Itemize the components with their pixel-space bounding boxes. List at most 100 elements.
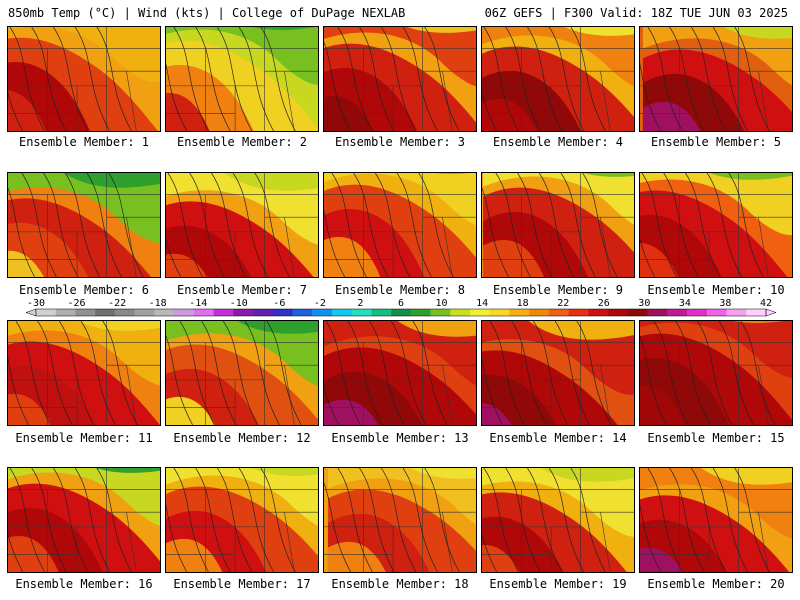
temperature-field	[8, 468, 160, 572]
wind-streamline	[734, 27, 770, 131]
wind-streamline	[691, 27, 727, 131]
ensemble-member-label: Ensemble Member: 17	[173, 577, 311, 591]
colorbar-tick-label: 2	[357, 298, 363, 309]
temperature-region	[640, 547, 683, 572]
wind-streamline	[80, 321, 116, 425]
wind-streamline	[380, 468, 417, 572]
colorbar-swatch	[608, 309, 629, 316]
ensemble-member-label: Ensemble Member: 20	[647, 577, 785, 591]
wind-streamline	[483, 27, 519, 131]
ensemble-member-map	[7, 172, 161, 278]
temperature-region	[225, 173, 318, 191]
ensemble-member-map	[165, 172, 319, 278]
wind-streamline	[527, 468, 563, 572]
wind-streamline	[582, 173, 618, 277]
ensemble-member-label: Ensemble Member: 5	[650, 135, 782, 149]
temperature-region	[324, 321, 476, 386]
state-border	[442, 512, 453, 572]
temperature-region	[640, 468, 792, 539]
wind-streamline	[412, 321, 448, 425]
temperature-region	[583, 173, 634, 177]
wind-streamline	[211, 173, 247, 277]
ensemble-member-map	[481, 26, 635, 132]
wind-streamline	[324, 41, 351, 131]
ensemble-member-map	[639, 26, 793, 132]
ensemble-member-map	[7, 320, 161, 426]
colorbar-tick-label: 30	[638, 298, 650, 309]
wind-streamline	[424, 27, 460, 131]
ensemble-member-map	[323, 320, 477, 426]
colorbar-tick-label: 26	[598, 298, 610, 309]
colorbar-swatch	[75, 309, 96, 316]
wind-streamline	[347, 321, 383, 425]
colorbar-swatch	[154, 309, 175, 316]
temperature-region	[482, 402, 512, 425]
ensemble-member-map	[639, 467, 793, 573]
wind-streamline	[254, 173, 290, 277]
wind-streamline	[482, 532, 498, 572]
ensemble-member-map	[323, 26, 477, 132]
wind-streamline	[353, 173, 389, 277]
colorbar-tick-label: 38	[719, 298, 731, 309]
state-border	[758, 217, 769, 277]
temperature-region	[8, 321, 160, 386]
wind-streamline	[663, 173, 699, 277]
ensemble-member-label: Ensemble Member: 1	[18, 135, 150, 149]
colorbar-swatch	[36, 309, 57, 316]
ensemble-member-map	[165, 26, 319, 132]
colorbar-tick-label: -30	[27, 298, 45, 309]
wind-streamline	[548, 468, 584, 572]
temperature-region	[166, 173, 318, 245]
ensemble-member-label: Ensemble Member: 2	[176, 135, 308, 149]
wind-streamline	[483, 468, 519, 572]
wind-streamline	[166, 503, 188, 572]
temperature-region	[78, 321, 160, 331]
wind-streamline	[718, 321, 754, 425]
temperature-region	[434, 173, 470, 174]
colorbar-swatch	[114, 309, 135, 316]
wind-streamline	[505, 27, 541, 131]
temperature-field	[482, 321, 634, 425]
wind-streamline	[482, 356, 504, 425]
wind-streamline	[238, 468, 274, 572]
colorbar-tick-label: 10	[436, 298, 448, 309]
wind-streamline	[640, 62, 662, 131]
wind-streamline	[495, 173, 531, 277]
temperature-region	[407, 27, 476, 33]
wind-streamline	[570, 27, 606, 131]
wind-streamline	[86, 173, 122, 277]
temperature-region	[166, 27, 318, 85]
temperature-region	[701, 468, 792, 485]
temperature-field	[482, 468, 634, 572]
wind-streamline	[712, 468, 748, 572]
temperature-region	[640, 173, 792, 235]
colorbar-swatch	[253, 309, 274, 316]
temperature-field	[640, 27, 792, 131]
colorbar-swatch	[292, 309, 313, 316]
wind-streamline	[647, 27, 683, 131]
temperature-region	[732, 321, 783, 323]
temperature-field	[324, 173, 476, 277]
state-border	[126, 512, 137, 572]
colorbar-tick-label: 42	[760, 298, 772, 309]
state-border	[284, 71, 295, 131]
colorbar-swatch	[371, 309, 392, 316]
model-run-info: 06Z GEFS | F300 Valid: 18Z TUE JUN 03 20…	[484, 6, 788, 20]
wind-streamline	[167, 173, 203, 277]
wind-streamline	[647, 468, 683, 572]
wind-streamline	[740, 321, 776, 425]
colorbar-swatch	[568, 309, 589, 316]
wind-streamline	[15, 321, 51, 425]
colorbar-swatch	[331, 309, 352, 316]
colorbar-swatch	[627, 309, 648, 316]
wind-streamline	[669, 468, 705, 572]
state-border	[284, 512, 295, 572]
wind-streamline	[696, 321, 733, 425]
temperature-region	[324, 173, 476, 226]
wind-streamline	[189, 173, 225, 277]
wind-streamline	[640, 237, 656, 277]
colorbar-tick-label: 6	[398, 298, 404, 309]
wind-streamline	[375, 173, 411, 277]
wind-streamline	[324, 385, 340, 425]
colorbar-tick-label: -26	[68, 298, 86, 309]
